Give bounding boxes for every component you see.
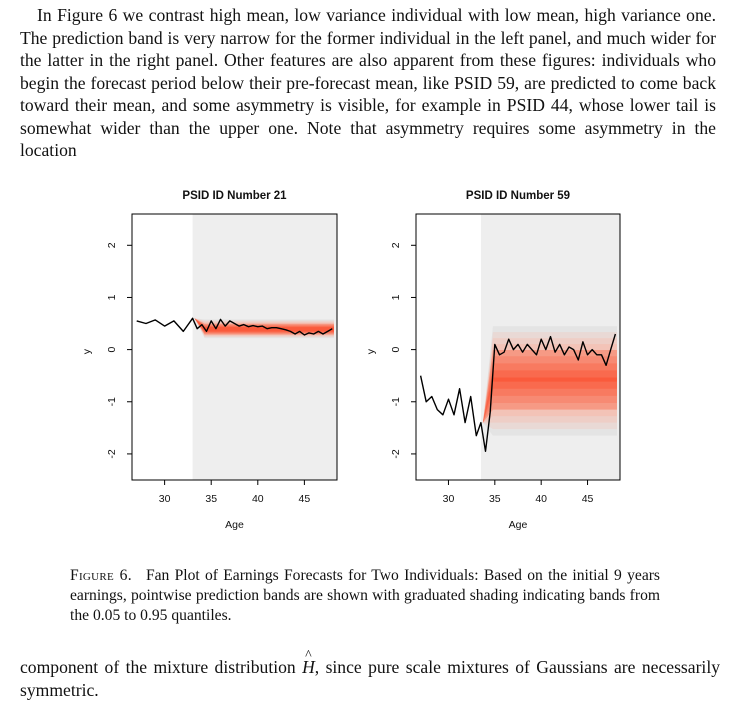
panel-psid-59: 30 35 40 45 -2 -1 0 1 2 Age y PSID ID Number 59 bbox=[365, 190, 621, 531]
caption-text: Fan Plot of Earnings Forecasts for Two I… bbox=[70, 567, 660, 624]
x-axis-label: Age bbox=[509, 519, 528, 531]
y-tick-label: 1 bbox=[390, 294, 402, 300]
x-tick-label: 40 bbox=[535, 493, 547, 505]
top-paragraph: In Figure 6 we contrast high mean, low v… bbox=[20, 5, 716, 160]
y-tick-label: -1 bbox=[106, 397, 118, 406]
fan-band bbox=[482, 370, 617, 423]
bottom-text-before: component of the mixture distribution bbox=[20, 657, 303, 677]
x-tick-label: 40 bbox=[252, 493, 264, 505]
panel-psid-21: 30 35 40 45 -2 -1 0 1 2 Age y PSID ID Number 21 bbox=[81, 190, 338, 531]
y-tick-label: 2 bbox=[106, 242, 118, 248]
x-tick-label: 45 bbox=[299, 493, 311, 505]
bottom-text-after: , since pure scale mixtures of Gaussians… bbox=[20, 657, 720, 700]
bottom-paragraph: component of the mixture distribution H,… bbox=[20, 645, 720, 701]
x-tick-label: 35 bbox=[489, 493, 501, 505]
y-tick-label: 1 bbox=[106, 294, 118, 300]
plot-frame bbox=[415, 213, 621, 481]
series-line bbox=[136, 317, 333, 336]
x-tick-label: 35 bbox=[205, 493, 217, 505]
forecast-region bbox=[192, 214, 337, 480]
x-tick-label: 30 bbox=[443, 493, 455, 505]
y-tick-label: -2 bbox=[106, 449, 118, 458]
fan-band bbox=[194, 318, 334, 332]
y-tick-label: 0 bbox=[390, 347, 402, 353]
y-tick-label: 2 bbox=[390, 242, 402, 248]
h-hat-symbol: H bbox=[302, 645, 315, 679]
y-axis-label: y bbox=[81, 348, 93, 354]
y-tick-label: 0 bbox=[106, 347, 118, 353]
series-line bbox=[419, 333, 617, 452]
y-tick-label: -2 bbox=[390, 449, 402, 458]
y-tick-label: -1 bbox=[390, 397, 402, 406]
panel-title: PSID ID Number 59 bbox=[466, 190, 570, 202]
y-axis-label: y bbox=[365, 348, 377, 354]
caption-label: Figure 6. bbox=[70, 567, 132, 584]
plot-frame bbox=[131, 213, 338, 481]
x-tick-label: 45 bbox=[582, 493, 594, 505]
panel-title: PSID ID Number 21 bbox=[182, 190, 287, 202]
x-tick-label: 30 bbox=[159, 493, 171, 505]
figure-caption: Figure 6. Fan Plot of Earnings Forecasts … bbox=[70, 566, 660, 626]
x-axis-label: Age bbox=[225, 519, 244, 531]
